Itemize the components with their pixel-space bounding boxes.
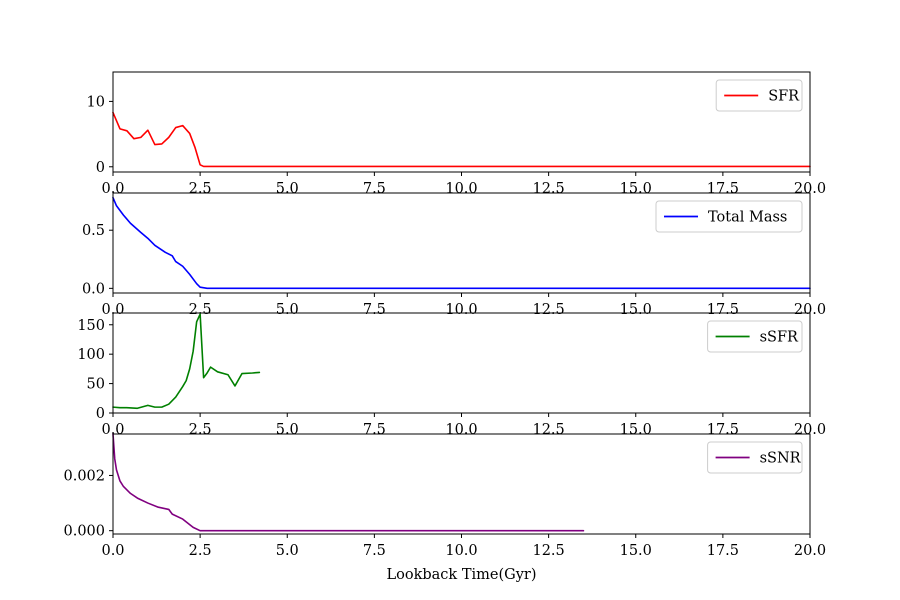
x-tick-label: 7.5: [363, 181, 386, 197]
x-tick-label: 5.0: [276, 181, 299, 197]
y-tick-label: 50: [87, 377, 105, 393]
legend: [655, 200, 803, 233]
x-tick-label: 5.0: [276, 422, 299, 438]
x-tick-label: 17.5: [707, 422, 739, 438]
x-tick-label: 17.5: [707, 181, 739, 197]
legend: [707, 441, 803, 474]
x-tick-label: 20.0: [794, 302, 826, 318]
y-tick-label: 0.000: [63, 524, 105, 540]
x-tick-label: 10.0: [445, 422, 477, 438]
x-tick-label: 2.5: [189, 422, 212, 438]
legend-box: [715, 79, 803, 112]
x-tick-label: 10.0: [445, 543, 477, 559]
y-tick-label: 150: [77, 318, 105, 334]
x-tick-label: 20.0: [794, 543, 826, 559]
legend: [707, 320, 803, 353]
x-tick-label: 2.5: [189, 543, 212, 559]
x-tick-label: 10.0: [445, 302, 477, 318]
x-tick-label: 2.5: [189, 181, 212, 197]
x-tick-label: 7.5: [363, 302, 386, 318]
legend-box: [655, 200, 803, 233]
x-tick-label: 12.5: [532, 543, 564, 559]
legend-label: Total Mass: [708, 210, 787, 226]
y-tick-label: 0: [96, 406, 105, 422]
y-tick-label: 10: [87, 94, 105, 110]
x-axis-label: Lookback Time(Gyr): [387, 567, 537, 583]
x-tick-label: 15.0: [620, 302, 652, 318]
x-tick-label: 17.5: [707, 302, 739, 318]
y-tick-label: 100: [77, 347, 105, 363]
subplot-1: [109, 71, 811, 176]
x-tick-label: 15.0: [620, 422, 652, 438]
axes-frame: [112, 312, 811, 414]
x-tick-label: 15.0: [620, 181, 652, 197]
series-line-sfr: [112, 111, 811, 168]
x-tick-label: 12.5: [532, 422, 564, 438]
x-tick-label: 10.0: [445, 181, 477, 197]
axes-frame: [112, 433, 811, 535]
subplot-2: [109, 192, 811, 297]
axes-frame: [112, 71, 811, 173]
subplot-3: [109, 312, 811, 417]
x-tick-label: 12.5: [532, 181, 564, 197]
y-tick-label: 0: [96, 160, 105, 176]
series-line-ssfr: [112, 313, 261, 410]
x-tick-label: 5.0: [276, 302, 299, 318]
legend-box: [707, 441, 803, 474]
legend: [715, 79, 803, 112]
legend-label: SFR: [768, 89, 800, 105]
x-tick-label: 12.5: [532, 302, 564, 318]
x-tick-label: 7.5: [363, 422, 386, 438]
x-tick-label: 7.5: [363, 543, 386, 559]
series-line-total-mass: [112, 196, 811, 290]
legend-label: sSNR: [760, 451, 802, 467]
legend-box: [707, 320, 803, 353]
y-tick-label: 0.5: [82, 223, 105, 239]
x-tick-label: 2.5: [189, 302, 212, 318]
series-line-ssnr: [112, 433, 585, 532]
y-tick-label: 0.002: [63, 468, 105, 484]
y-tick-label: 0.0: [82, 281, 105, 297]
x-tick-label: 5.0: [276, 543, 299, 559]
legend-label: sSFR: [760, 330, 799, 346]
subplot-4: [109, 433, 811, 538]
x-tick-label: 17.5: [707, 543, 739, 559]
x-tick-label: 15.0: [620, 543, 652, 559]
x-tick-label: 0.0: [101, 543, 124, 559]
x-tick-label: 0.0: [101, 302, 124, 318]
